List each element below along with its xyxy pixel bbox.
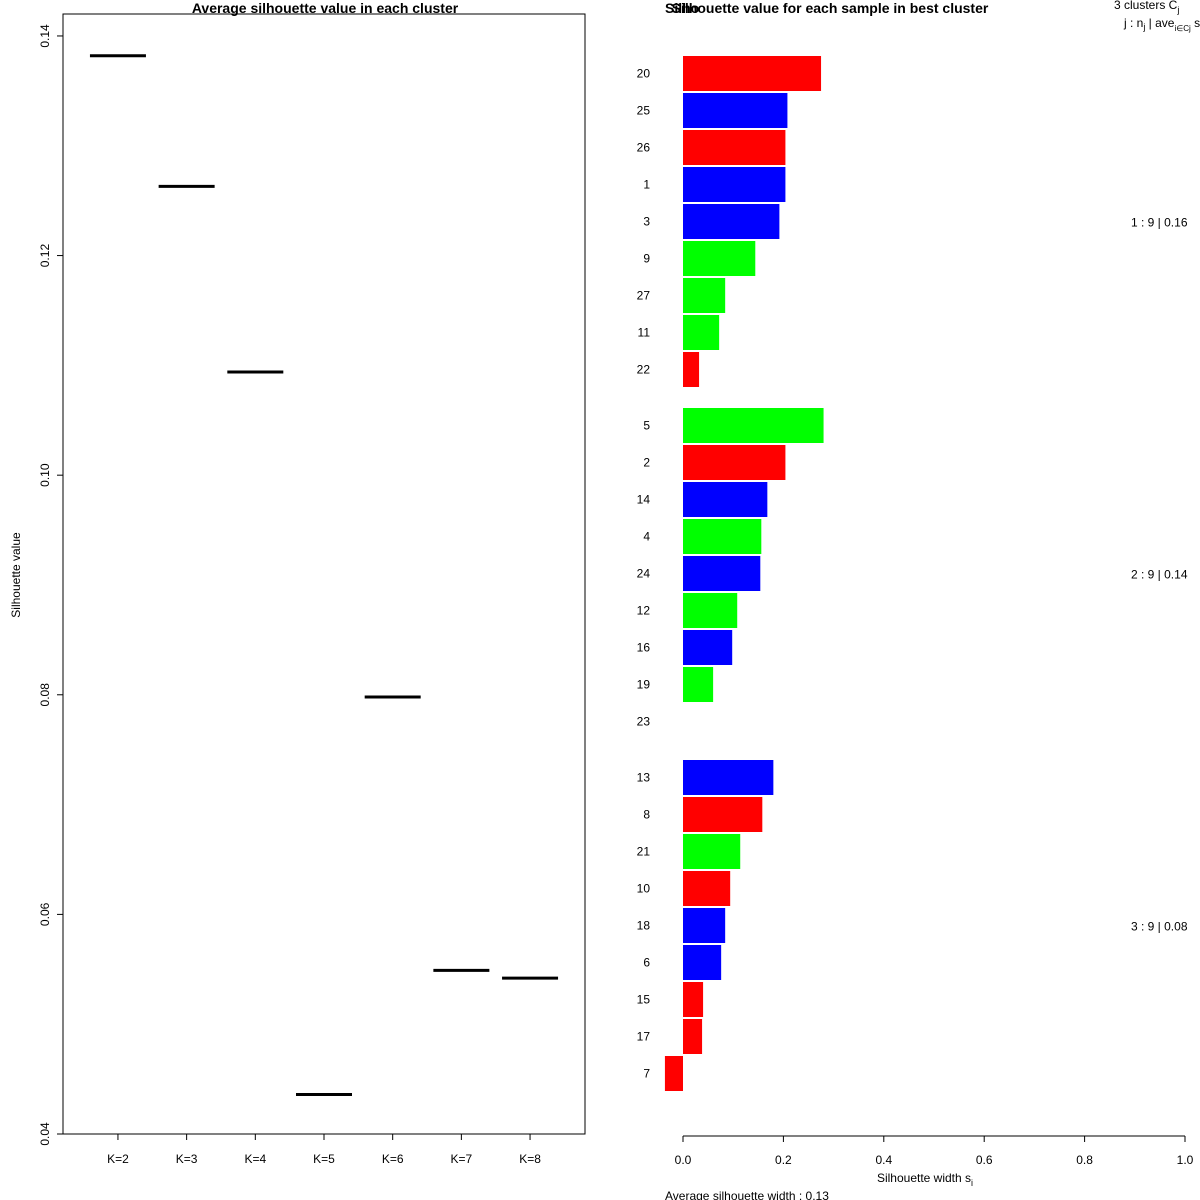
left-y-tick-label: 0.04 bbox=[38, 1122, 52, 1146]
right-x-tick-label: 0.6 bbox=[976, 1153, 993, 1167]
right-title-overlap: Silho bbox=[665, 0, 699, 16]
silhouette-bar bbox=[683, 630, 733, 665]
sample-label: 12 bbox=[637, 604, 651, 618]
left-series bbox=[89, 54, 559, 1096]
sample-label: 3 bbox=[643, 215, 650, 229]
left-plot-frame bbox=[62, 13, 586, 1135]
silhouette-bar bbox=[683, 408, 824, 443]
silhouette-bar bbox=[683, 315, 720, 350]
left-x-axis: K=2 K=3 K=4 K=5 K=6 K=7 K=8 bbox=[107, 1133, 541, 1166]
left-y-axis: 0.04 0.06 0.08 0.10 0.12 0.14 bbox=[38, 24, 63, 1146]
cluster-summary: 3 : 9 | 0.08 bbox=[1131, 920, 1188, 934]
silhouette-bar bbox=[683, 445, 786, 480]
clusters-header-line2: j : nj | avei∈Cj s bbox=[1123, 16, 1200, 33]
silhouette-bar bbox=[683, 56, 822, 91]
left-y-axis-label: Silhouette value bbox=[9, 532, 23, 618]
sample-label: 1 bbox=[643, 178, 650, 192]
right-x-tick-label: 0.8 bbox=[1076, 1153, 1093, 1167]
silhouette-bar bbox=[683, 93, 788, 128]
sample-label: 26 bbox=[637, 141, 651, 155]
silhouette-bar bbox=[683, 519, 762, 554]
silhouette-bar bbox=[683, 945, 722, 980]
right-x-tick-label: 0.0 bbox=[675, 1153, 692, 1167]
sample-label: 9 bbox=[643, 252, 650, 266]
silhouette-bar bbox=[683, 352, 700, 387]
sample-label: 23 bbox=[637, 715, 651, 729]
right-x-axis: 0.0 0.2 0.4 0.6 0.8 1.0 bbox=[675, 1135, 1194, 1167]
sample-label: 5 bbox=[643, 419, 650, 433]
left-x-tick-label: K=7 bbox=[451, 1152, 473, 1166]
sample-label: 13 bbox=[637, 771, 651, 785]
left-x-tick-label: K=3 bbox=[176, 1152, 198, 1166]
silhouette-bar bbox=[683, 167, 786, 202]
sample-label: 17 bbox=[637, 1030, 651, 1044]
left-y-tick-label: 0.10 bbox=[38, 463, 52, 487]
left-x-tick-label: K=8 bbox=[519, 1152, 541, 1166]
sample-label: 18 bbox=[637, 919, 651, 933]
sample-label: 27 bbox=[637, 289, 651, 303]
silhouette-bar bbox=[683, 1019, 703, 1054]
clusters-header-line1: 3 clusters Cj bbox=[1114, 0, 1179, 15]
silhouette-bar bbox=[683, 241, 756, 276]
cluster-summary: 2 : 9 | 0.14 bbox=[1131, 568, 1188, 582]
right-x-tick-label: 0.4 bbox=[875, 1153, 892, 1167]
sample-label: 24 bbox=[637, 567, 651, 581]
sample-label: 19 bbox=[637, 678, 651, 692]
silhouette-bar bbox=[683, 797, 763, 832]
sample-label: 6 bbox=[643, 956, 650, 970]
silhouette-bar bbox=[683, 204, 780, 239]
sample-label: 14 bbox=[637, 493, 651, 507]
right-x-axis-label: Silhouette width si bbox=[877, 1171, 973, 1188]
average-silhouette-footer: Average silhouette width : 0.13 bbox=[665, 1189, 829, 1200]
left-chart-title: Average silhouette value in each cluster bbox=[192, 0, 459, 16]
silhouette-bar bbox=[664, 1056, 683, 1091]
silhouette-bar bbox=[683, 130, 786, 165]
right-x-tick-label: 0.2 bbox=[775, 1153, 792, 1167]
right-x-tick-label: 1.0 bbox=[1177, 1153, 1194, 1167]
left-x-tick-label: K=2 bbox=[107, 1152, 129, 1166]
left-y-tick-label: 0.12 bbox=[38, 244, 52, 268]
silhouette-bar bbox=[683, 908, 726, 943]
sample-label: 20 bbox=[637, 67, 651, 81]
left-x-tick-label: K=4 bbox=[244, 1152, 266, 1166]
left-y-tick-label: 0.08 bbox=[38, 683, 52, 707]
silhouette-bar bbox=[683, 482, 768, 517]
sample-label: 7 bbox=[643, 1067, 650, 1081]
left-x-tick-label: K=6 bbox=[382, 1152, 404, 1166]
silhouette-bar bbox=[683, 871, 731, 906]
right-chart-title: Silhouette value for each sample in best… bbox=[672, 0, 989, 16]
left-y-tick-label: 0.14 bbox=[38, 24, 52, 48]
sample-label: 21 bbox=[637, 845, 651, 859]
cluster-summary: 1 : 9 | 0.16 bbox=[1131, 216, 1188, 230]
silhouette-bar bbox=[683, 556, 761, 591]
sample-label: 25 bbox=[637, 104, 651, 118]
sample-label: 8 bbox=[643, 808, 650, 822]
sample-label: 10 bbox=[637, 882, 651, 896]
sample-label: 4 bbox=[643, 530, 650, 544]
silhouette-bar bbox=[683, 278, 726, 313]
silhouette-bar bbox=[683, 667, 714, 702]
left-y-tick-label: 0.06 bbox=[38, 902, 52, 926]
sample-label: 16 bbox=[637, 641, 651, 655]
sample-label: 22 bbox=[637, 363, 651, 377]
silhouette-bar bbox=[683, 834, 741, 869]
sample-label: 11 bbox=[638, 326, 651, 340]
silhouette-bar bbox=[683, 593, 738, 628]
silhouette-bar bbox=[683, 760, 774, 795]
silhouette-bar bbox=[683, 982, 704, 1017]
sample-label: 2 bbox=[643, 456, 650, 470]
left-x-tick-label: K=5 bbox=[313, 1152, 335, 1166]
sample-label: 15 bbox=[637, 993, 651, 1007]
